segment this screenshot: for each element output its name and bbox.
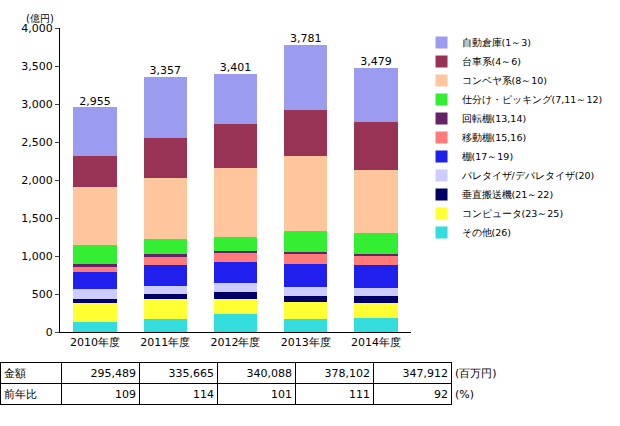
svg-text:4,000: 4,000 [21, 22, 53, 35]
svg-text:3,401: 3,401 [220, 61, 252, 74]
html-text:101: 101 [271, 387, 292, 401]
svg-text:500: 500 [32, 288, 53, 301]
html-text:340,088: 340,088 [246, 366, 292, 380]
svg-text:棚(17～19): 棚(17～19) [462, 151, 514, 162]
svg-text:3,357: 3,357 [150, 64, 182, 77]
html-text:109: 109 [115, 387, 136, 401]
svg-text:3,781: 3,781 [290, 32, 322, 45]
html-text:347,912: 347,912 [402, 366, 448, 380]
svg-text:コンベヤ系(8～10): コンベヤ系(8～10) [462, 75, 548, 86]
svg-text:2013年度: 2013年度 [281, 336, 331, 349]
html-text:335,665: 335,665 [168, 366, 214, 380]
svg-text:自動倉庫(1～3): 自動倉庫(1～3) [462, 37, 532, 48]
html-text:金額: 金額 [4, 366, 26, 380]
html-text:378,102: 378,102 [324, 366, 370, 380]
html-text:295,489: 295,489 [90, 366, 136, 380]
svg-text:2014年度: 2014年度 [351, 336, 401, 349]
svg-text:2,955: 2,955 [79, 95, 111, 108]
svg-text:3,500: 3,500 [21, 60, 53, 73]
svg-text:移動棚(15,16): 移動棚(15,16) [462, 132, 527, 143]
svg-text:1,500: 1,500 [21, 212, 53, 225]
svg-text:垂直搬送機(21～22): 垂直搬送機(21～22) [462, 189, 554, 200]
svg-text:2010年度: 2010年度 [70, 336, 120, 349]
html-text:111: 111 [349, 387, 370, 401]
html-text:(百万円): (百万円) [455, 366, 497, 380]
svg-text:2012年度: 2012年度 [211, 336, 261, 349]
svg-text:回転棚(13,14): 回転棚(13,14) [462, 113, 527, 124]
svg-text:パレタイザ/デパレタイザ(20): パレタイザ/デパレタイザ(20) [461, 170, 595, 181]
svg-text:(億円): (億円) [26, 13, 54, 24]
svg-text:台車系(4～6): 台車系(4～6) [462, 56, 522, 67]
svg-text:仕分け・ピッキング(7,11～12): 仕分け・ピッキング(7,11～12) [462, 94, 603, 105]
svg-text:コンピュータ(23～25): コンピュータ(23～25) [462, 208, 564, 219]
svg-text:3,479: 3,479 [360, 55, 392, 68]
svg-text:0: 0 [46, 326, 53, 339]
svg-text:3,000: 3,000 [21, 98, 53, 111]
svg-text:1,000: 1,000 [21, 250, 53, 263]
svg-text:その他(26): その他(26) [462, 227, 512, 238]
html-text:前年比: 前年比 [4, 387, 37, 401]
svg-text:2011年度: 2011年度 [140, 336, 190, 349]
svg-text:2,500: 2,500 [21, 136, 53, 149]
html-text:92: 92 [434, 387, 448, 401]
html-text:114: 114 [193, 387, 214, 401]
svg-text:2,000: 2,000 [21, 174, 53, 187]
